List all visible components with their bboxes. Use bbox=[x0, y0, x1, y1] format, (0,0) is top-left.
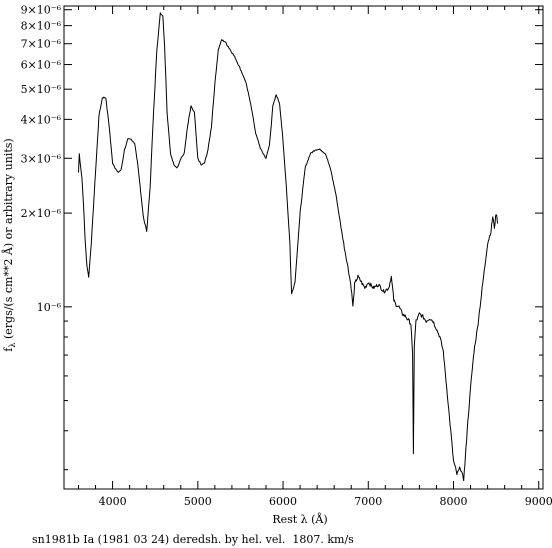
x-tick-label: 7000 bbox=[354, 495, 382, 508]
y-axis-title-units: (ergs/(s cm**2 Å) or arbitrary units) bbox=[1, 138, 15, 342]
spectrum-line bbox=[78, 12, 499, 482]
y-tick-label: 9×10⁻⁶ bbox=[21, 4, 62, 17]
x-tick-label: 6000 bbox=[269, 495, 297, 508]
x-axis-ticks: 4000 5000 6000 7000 8000 9000 bbox=[77, 6, 552, 508]
x-axis-title: Rest λ (Å) bbox=[272, 512, 327, 526]
y-tick-label: 8×10⁻⁶ bbox=[21, 20, 62, 33]
y-axis-ticks: 10⁻⁶ 2×10⁻⁶ 3×10⁻⁶ 4×10⁻⁶ 5×10⁻⁶ 6×10⁻⁶ 7×10⁻⁶… bbox=[21, 4, 543, 471]
x-tick-label: 8000 bbox=[440, 495, 468, 508]
x-tick-label: 4000 bbox=[99, 495, 127, 508]
y-axis-title-symbol: f bbox=[2, 347, 15, 352]
plot-frame bbox=[63, 5, 544, 490]
y-axis-title-subscript: λ bbox=[8, 343, 17, 348]
y-tick-label: 2×10⁻⁶ bbox=[21, 207, 62, 220]
figure-caption: sn1981b Ia (1981 03 24) deredsh. by hel.… bbox=[32, 533, 354, 546]
y-tick-label: 3×10⁻⁶ bbox=[21, 152, 62, 165]
y-tick-label: 7×10⁻⁶ bbox=[21, 38, 62, 51]
y-tick-label: 5×10⁻⁶ bbox=[21, 83, 62, 96]
x-tick-label: 5000 bbox=[184, 495, 212, 508]
y-tick-label: 4×10⁻⁶ bbox=[21, 113, 62, 126]
y-tick-label: 10⁻⁶ bbox=[37, 301, 62, 314]
y-axis-title: fλ (ergs/(s cm**2 Å) or arbitrary units) bbox=[1, 138, 17, 351]
y-tick-label: 6×10⁻⁶ bbox=[21, 59, 62, 72]
x-tick-label: 9000 bbox=[525, 495, 552, 508]
